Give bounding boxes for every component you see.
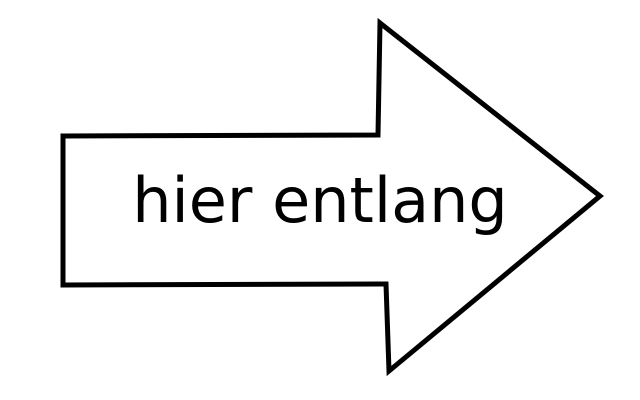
arrow-label: hier entlang — [132, 164, 507, 237]
right-arrow-shape — [60, 17, 604, 377]
